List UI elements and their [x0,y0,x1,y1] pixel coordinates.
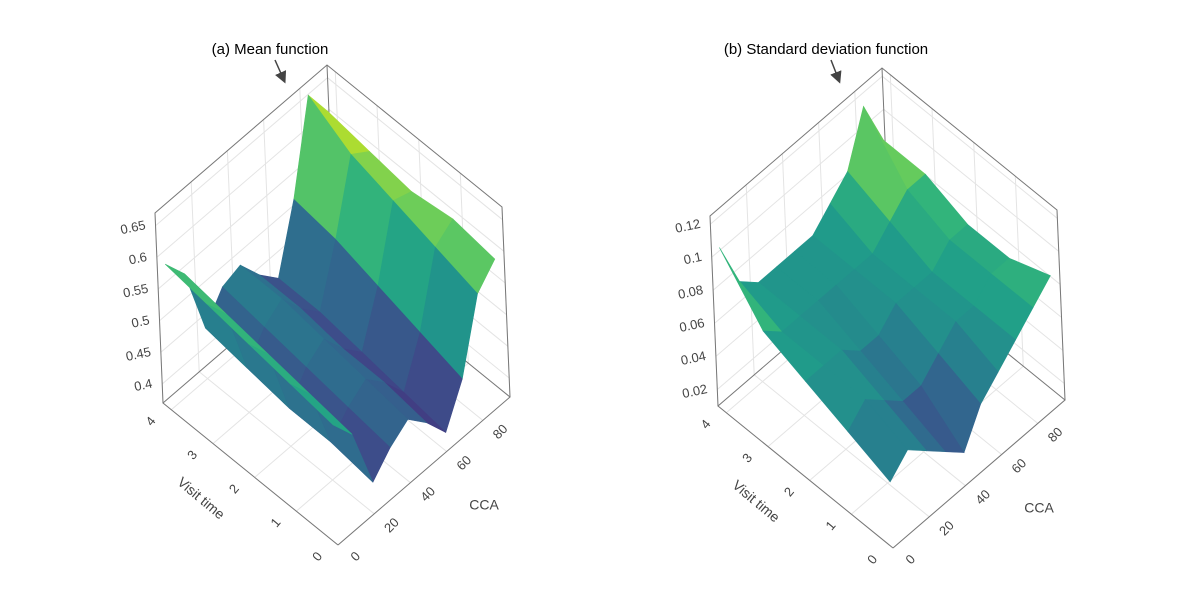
surface-patch [847,398,908,483]
y-tick-label: 0 [902,551,918,567]
y-tick-label: 40 [417,484,438,505]
z-tick-label: 0.65 [119,217,147,237]
x-axis-title: Visit time [175,474,229,523]
y-tick-label: 60 [453,452,474,473]
x-tick-label: 3 [184,447,200,462]
x-tick-label: 1 [267,515,283,530]
z-tick-label: 0.08 [677,282,705,302]
z-tick-label: 0.02 [681,381,709,401]
z-tick-label: 0.4 [133,376,154,394]
x-tick-label: 0 [864,552,880,567]
y-tick-label: 0 [347,548,363,564]
chart-title: (a) Mean function [212,41,329,58]
z-tick-label: 0.04 [679,348,707,368]
surface-plot: (a) Mean function 0.4 0.45 0.5 0.55 0.6 0.65 0 1… [119,41,511,564]
x-tick-label: 2 [781,484,797,499]
x-tick-label: 3 [739,450,755,465]
x-tick-label: 0 [309,549,325,564]
y-tick-label: 80 [1045,424,1066,445]
annotation-arrow [274,59,287,84]
z-tick-label: 0.55 [122,281,150,301]
x-axis-title: Visit time [730,477,784,526]
x-tick-label: 1 [822,518,838,533]
annotation-arrow [830,59,842,84]
x-tick-label: 2 [226,481,242,496]
surface-patch [290,384,353,435]
chart-title: (b) Standard deviation function [724,41,928,58]
x-tick-label: 4 [142,413,158,428]
z-tick-label: 0.5 [130,312,151,330]
z-tick-label: 0.12 [674,216,702,236]
z-tick-label: 0.6 [127,249,148,267]
x-tick-label: 4 [697,416,713,431]
y-axis-title: CCA [1024,500,1054,516]
z-tick-label: 0.06 [678,315,706,335]
y-tick-label: 80 [490,421,511,442]
surface-plot: (b) Standard deviation function 0.02 0.04 0… [674,41,1066,567]
z-tick-label: 0.1 [682,249,703,267]
y-axis-title: CCA [469,497,499,513]
y-tick-label: 40 [972,487,993,508]
y-tick-label: 20 [936,518,957,539]
y-tick-label: 60 [1008,455,1029,476]
z-tick-label: 0.45 [124,344,152,364]
y-tick-label: 20 [381,515,402,536]
